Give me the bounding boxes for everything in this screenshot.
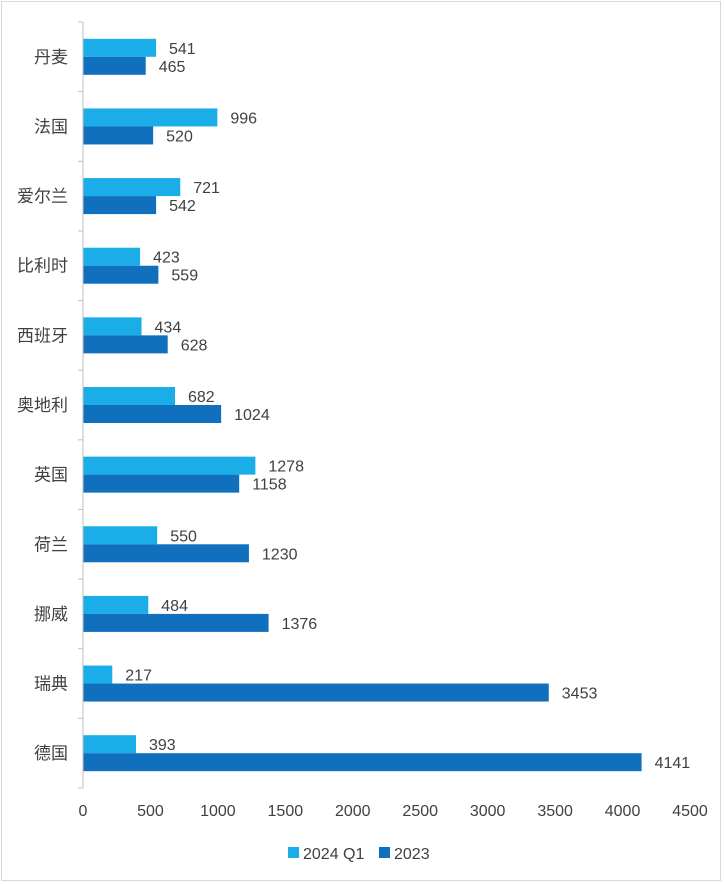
- data-label: 996: [230, 110, 257, 127]
- data-label: 541: [169, 41, 196, 58]
- bar-series-2: [83, 196, 157, 215]
- bar-series-1: [83, 317, 142, 336]
- bar-series-1: [83, 387, 175, 405]
- x-tick-label: 3000: [470, 803, 506, 820]
- bar-series-1: [83, 665, 113, 684]
- category-label: 挪威: [34, 605, 68, 624]
- category-label: 爱尔兰: [17, 187, 68, 206]
- category-label: 比利时: [17, 257, 68, 276]
- category-label: 法国: [34, 117, 68, 136]
- data-label: 3453: [562, 686, 598, 703]
- data-label: 484: [161, 598, 188, 615]
- data-label: 721: [193, 180, 220, 197]
- bar-series-1: [83, 456, 256, 475]
- data-label: 628: [181, 337, 208, 354]
- data-label: 393: [149, 737, 176, 754]
- data-label: 434: [155, 319, 182, 336]
- x-tick-label: 0: [79, 803, 88, 820]
- category-label: 瑞典: [34, 675, 68, 694]
- data-label: 4141: [655, 755, 691, 772]
- x-tick-label: 2500: [402, 803, 438, 820]
- data-label: 1376: [282, 616, 318, 633]
- bar-series-2: [83, 683, 549, 702]
- legend-swatch: [379, 847, 390, 858]
- category-label: 西班牙: [17, 326, 68, 345]
- x-tick-label: 2000: [335, 803, 371, 820]
- x-tick-label: 4000: [605, 803, 641, 820]
- bar-series-1: [83, 38, 156, 57]
- data-label: 550: [170, 528, 197, 545]
- bar-series-2: [83, 753, 642, 772]
- bar-series-2: [83, 265, 159, 284]
- data-label: 559: [171, 268, 198, 285]
- bar-series-1: [83, 735, 137, 754]
- category-label: 英国: [34, 466, 68, 485]
- category-label: 丹麦: [34, 48, 68, 67]
- data-label: 423: [153, 250, 180, 267]
- x-tick-label: 1500: [268, 803, 304, 820]
- data-label: 1230: [262, 546, 298, 563]
- data-label: 542: [169, 198, 196, 215]
- bar-series-2: [83, 335, 168, 354]
- data-label: 465: [159, 59, 186, 76]
- data-label: 682: [188, 389, 215, 406]
- bar-series-1: [83, 247, 141, 266]
- data-label: 217: [125, 668, 152, 685]
- bar-series-2: [83, 613, 269, 632]
- x-tick-label: 3500: [537, 803, 573, 820]
- bar-series-2: [83, 544, 249, 563]
- category-label: 荷兰: [34, 535, 68, 554]
- x-tick-label: 4500: [672, 803, 708, 820]
- legend-label: 2023: [394, 846, 430, 863]
- bar-series-1: [83, 108, 218, 127]
- legend-swatch: [288, 847, 299, 858]
- data-label: 1024: [234, 407, 270, 424]
- category-label: 德国: [34, 744, 68, 763]
- data-label: 1278: [268, 459, 304, 476]
- data-label: 1158: [252, 477, 287, 494]
- legend-label: 2024 Q1: [303, 846, 364, 863]
- bar-series-2: [83, 474, 240, 493]
- bar-series-2: [83, 126, 154, 145]
- bar-series-1: [83, 178, 181, 197]
- data-label: 520: [166, 128, 193, 145]
- x-tick-label: 1000: [200, 803, 236, 820]
- bar-series-2: [83, 56, 146, 75]
- bar-series-1: [83, 595, 149, 614]
- x-tick-label: 500: [137, 803, 164, 820]
- category-label: 奥地利: [17, 396, 68, 415]
- bar-series-2: [83, 405, 222, 423]
- bar-series-1: [83, 526, 158, 545]
